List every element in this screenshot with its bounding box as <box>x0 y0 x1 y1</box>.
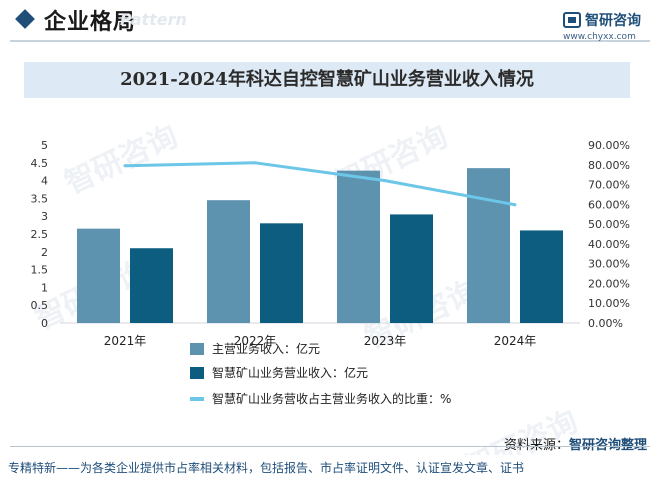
right-axis-tick-label: 40.00% <box>588 238 630 251</box>
legend-label: 主营业务收入：亿元 <box>212 342 321 356</box>
chart-title-band: 2021-2024年科达自控智慧矿山业务营业收入情况 <box>24 62 630 98</box>
source-note: 资料来源：智研咨询整理 <box>504 434 647 453</box>
x-axis-tick-label: 2022年 <box>234 334 277 348</box>
bar-main-revenue <box>77 228 120 323</box>
right-axis-tick-label: 0.00% <box>588 317 623 330</box>
left-axis-tick-label: 4.5 <box>31 157 49 170</box>
left-axis-tick-label: 1 <box>41 281 48 294</box>
x-axis-tick-label: 2021年 <box>104 334 147 348</box>
legend-swatch-ratio <box>190 397 204 401</box>
right-axis-tick-label: 90.00% <box>588 139 630 152</box>
chart-plot: 00.511.522.533.544.550.00%10.00%20.00%30… <box>31 139 630 348</box>
bar-smart-mining-revenue <box>130 248 173 323</box>
ratio-line-point <box>383 179 387 183</box>
left-axis-tick-label: 5 <box>41 139 48 152</box>
left-axis-tick-label: 2.5 <box>31 228 49 241</box>
legend-label: 智慧矿山业务营业收入：亿元 <box>212 366 369 380</box>
legend-swatch-main-revenue <box>190 343 204 355</box>
legend-label: 智慧矿山业务营收占主营业务收入的比重：% <box>212 392 452 406</box>
brand-url: www.chyxx.com <box>563 32 636 42</box>
chart-title: 2021-2024年科达自控智慧矿山业务营业收入情况 <box>120 69 534 90</box>
bar-main-revenue <box>207 200 250 323</box>
section-ghost-text: Pattern <box>120 10 187 29</box>
brand-logo: 智研咨询 www.chyxx.com <box>563 10 653 44</box>
right-axis-tick-label: 70.00% <box>588 179 630 192</box>
ratio-line-point <box>513 203 517 207</box>
left-axis-tick-label: 0 <box>41 317 48 330</box>
source-label: 资料来源： <box>503 438 569 453</box>
ratio-line-point <box>123 164 127 168</box>
bar-main-revenue <box>467 168 510 323</box>
header: 企业格局 Pattern 智研咨询 www.chyxx.com <box>0 0 657 50</box>
source-brand: 智研咨询整理 <box>568 438 647 453</box>
legend-swatch-smart-mining-revenue <box>190 367 204 379</box>
bar-smart-mining-revenue <box>520 230 563 323</box>
right-axis-tick-label: 10.00% <box>588 297 630 310</box>
x-axis-tick-label: 2023年 <box>364 334 407 348</box>
ratio-line-point <box>253 161 257 165</box>
diamond-icon <box>15 9 35 29</box>
left-axis-tick-label: 1.5 <box>31 264 49 277</box>
left-axis-tick-label: 4 <box>41 175 48 188</box>
source-divider <box>10 446 650 447</box>
right-axis-tick-label: 30.00% <box>588 258 630 271</box>
left-axis-tick-label: 0.5 <box>31 299 49 312</box>
left-axis-tick-label: 3 <box>41 210 48 223</box>
left-axis-tick-label: 2 <box>41 246 48 259</box>
right-axis-tick-label: 60.00% <box>588 198 630 211</box>
footer: 专精特新——为各类企业提供市占率相关材料，包括报告、市占率证明文件、认证宣发文章… <box>0 455 657 483</box>
bar-smart-mining-revenue <box>390 214 433 323</box>
section-title: 企业格局 <box>44 10 137 35</box>
x-axis-tick-label: 2024年 <box>494 334 537 348</box>
footer-text: 专精特新——为各类企业提供市占率相关材料，包括报告、市占率证明文件、认证宣发文章… <box>8 461 525 475</box>
left-axis-tick-label: 3.5 <box>31 192 49 205</box>
logo-icon <box>563 12 581 28</box>
bar-main-revenue <box>337 170 380 323</box>
brand-name: 智研咨询 <box>585 13 641 29</box>
bar-smart-mining-revenue <box>260 223 303 323</box>
right-axis-tick-label: 50.00% <box>588 218 630 231</box>
header-divider <box>10 40 650 42</box>
right-axis-tick-label: 80.00% <box>588 159 630 172</box>
right-axis-tick-label: 20.00% <box>588 277 630 290</box>
ratio-line <box>124 161 516 207</box>
